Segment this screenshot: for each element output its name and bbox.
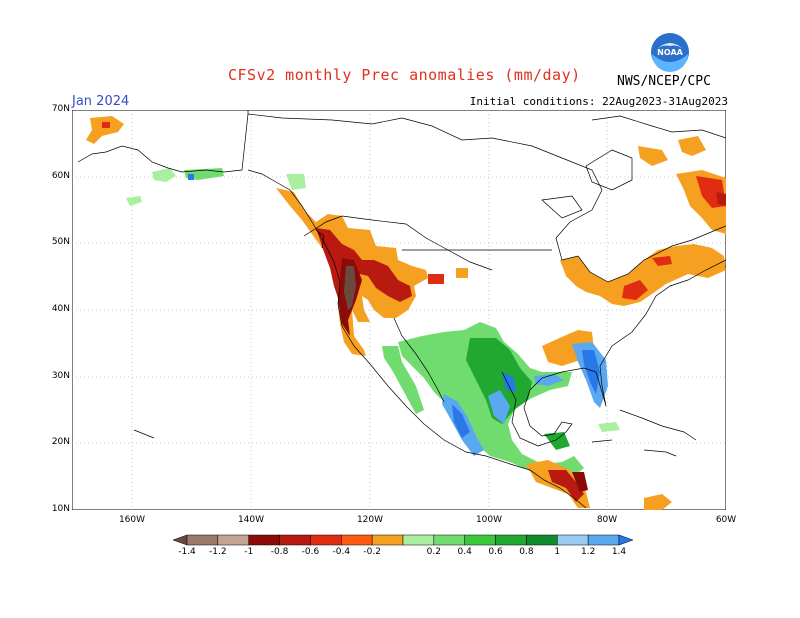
colorbar-label: -0.2 bbox=[363, 547, 381, 557]
initial-conditions: Initial conditions: 22Aug2023-31Aug2023 bbox=[469, 95, 728, 108]
colorbar-label: 0.6 bbox=[488, 547, 503, 557]
map-coastlines bbox=[77, 110, 726, 509]
lon-label-140w: 140W bbox=[237, 515, 265, 525]
colorbar-swatch bbox=[279, 534, 311, 546]
lon-label-60w: 60W bbox=[715, 515, 737, 525]
lat-label-60n: 60N bbox=[51, 171, 70, 181]
colorbar-label: 1.4 bbox=[611, 547, 627, 557]
lat-label-30n: 30N bbox=[51, 371, 70, 381]
colorbar-label: -1 bbox=[244, 547, 254, 557]
colorbar-label: -0.4 bbox=[332, 547, 351, 557]
lat-label-10n: 10N bbox=[51, 504, 70, 514]
svg-text:NOAA: NOAA bbox=[657, 48, 683, 57]
colorbar-swatch bbox=[433, 534, 465, 546]
lat-label-70n: 70N bbox=[51, 104, 70, 114]
lat-label-50n: 50N bbox=[51, 237, 70, 247]
map-title: CFSv2 monthly Prec anomalies (mm/day) bbox=[228, 66, 581, 84]
colorbar-label: 0.8 bbox=[519, 547, 534, 557]
lat-label-40n: 40N bbox=[51, 304, 70, 314]
colorbar-swatch bbox=[402, 534, 435, 546]
colorbar-swatch bbox=[217, 534, 249, 546]
colorbar-swatch bbox=[495, 534, 527, 546]
colorbar-label: 1.2 bbox=[580, 547, 596, 557]
colorbar-swatch bbox=[341, 534, 373, 546]
colorbar-swatch bbox=[248, 534, 280, 546]
colorbar-swatch bbox=[557, 534, 589, 546]
colorbar-label: -1.4 bbox=[178, 547, 196, 557]
forecast-month: Jan 2024 bbox=[72, 94, 130, 109]
colorbar-label: -0.8 bbox=[270, 547, 289, 557]
agency-label: NWS/NCEP/CPC bbox=[617, 74, 711, 89]
colorbar-swatch bbox=[371, 534, 404, 546]
map-gridlines bbox=[72, 110, 726, 510]
colorbar-swatch bbox=[526, 534, 558, 546]
colorbar-swatch bbox=[618, 534, 633, 546]
colorbar-swatch bbox=[173, 534, 188, 546]
lon-label-120w: 120W bbox=[356, 515, 384, 525]
colorbar-label: 0.4 bbox=[457, 547, 472, 557]
colorbar-swatch bbox=[587, 534, 620, 546]
colorbar-label: -1.2 bbox=[209, 547, 227, 557]
noaa-logo-icon: NOAA bbox=[651, 33, 689, 72]
lon-label-80w: 80W bbox=[596, 515, 618, 525]
anomaly-shading bbox=[86, 116, 726, 510]
colorbar-swatch bbox=[310, 534, 342, 546]
colorbar-label: 0.2 bbox=[426, 547, 442, 557]
lon-label-160w: 160W bbox=[118, 515, 146, 525]
colorbar bbox=[173, 534, 633, 546]
lon-label-100w: 100W bbox=[475, 515, 503, 525]
colorbar-swatch bbox=[186, 534, 219, 546]
colorbar-swatch bbox=[464, 534, 496, 546]
precip-anomaly-map bbox=[72, 110, 726, 510]
colorbar-label: 1 bbox=[554, 547, 561, 557]
lat-label-20n: 20N bbox=[51, 437, 70, 447]
colorbar-label: -0.6 bbox=[301, 547, 320, 557]
